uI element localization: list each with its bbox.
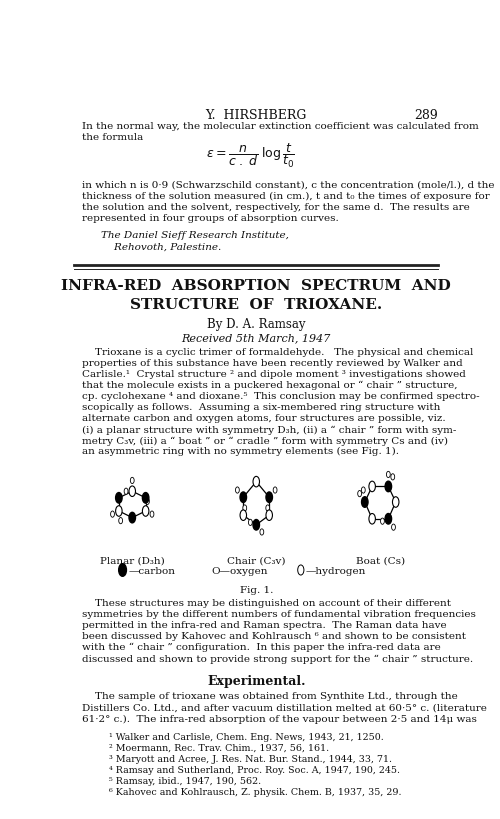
Text: discussed and shown to provide strong support for the “ chair ” structure.: discussed and shown to provide strong su… (82, 654, 473, 663)
Text: Y.  HIRSHBERG: Y. HIRSHBERG (206, 109, 307, 122)
Circle shape (150, 511, 154, 518)
Text: O—oxygen: O—oxygen (212, 568, 268, 577)
Circle shape (142, 505, 149, 516)
Text: represented in four groups of absorption curves.: represented in four groups of absorption… (82, 214, 338, 223)
Circle shape (240, 510, 246, 520)
Circle shape (129, 513, 136, 523)
Text: $\epsilon = \dfrac{n}{c\;.\;d}\;\log\dfrac{t}{t_0}$: $\epsilon = \dfrac{n}{c\;.\;d}\;\log\dfr… (206, 142, 295, 170)
Text: The Daniel Sieff Research Institute,: The Daniel Sieff Research Institute, (101, 231, 289, 240)
Circle shape (385, 481, 392, 491)
Text: 61·2° c.).  The infra-red absorption of the vapour between 2·5 and 14μ was: 61·2° c.). The infra-red absorption of t… (82, 714, 477, 723)
Text: Carlisle.¹  Crystal structure ² and dipole moment ³ investigations showed: Carlisle.¹ Crystal structure ² and dipol… (82, 370, 466, 379)
Text: metry C₃v, (iii) a “ boat ” or “ cradle ” form with symmetry Cs and (iv): metry C₃v, (iii) a “ boat ” or “ cradle … (82, 437, 448, 446)
Text: In the normal way, the molecular extinction coefficient was calculated from: In the normal way, the molecular extinct… (82, 122, 478, 131)
Circle shape (362, 497, 368, 507)
Circle shape (266, 505, 270, 511)
Text: ³ Maryott and Acree, J. Res. Nat. Bur. Stand., 1944, 33, 71.: ³ Maryott and Acree, J. Res. Nat. Bur. S… (109, 755, 392, 764)
Circle shape (248, 519, 252, 526)
Circle shape (380, 518, 384, 524)
Text: —hydrogen: —hydrogen (306, 568, 366, 577)
Circle shape (243, 505, 246, 511)
Circle shape (266, 510, 272, 520)
Circle shape (386, 472, 390, 477)
Circle shape (391, 473, 394, 480)
Text: been discussed by Kahovec and Kohlrausch ⁶ and shown to be consistent: been discussed by Kahovec and Kohlrausch… (82, 632, 466, 641)
Circle shape (260, 529, 264, 535)
Circle shape (110, 511, 114, 518)
Circle shape (369, 481, 376, 491)
Text: scopically as follows.  Assuming a six-membered ring structure with: scopically as follows. Assuming a six-me… (82, 403, 440, 412)
Text: ⁶ Kahovec and Kohlrausch, Z. physik. Chem. B, 1937, 35, 29.: ⁶ Kahovec and Kohlrausch, Z. physik. Che… (109, 788, 402, 797)
Text: Planar (D₃h): Planar (D₃h) (100, 556, 164, 565)
Circle shape (129, 486, 136, 496)
Text: Boat (Cs): Boat (Cs) (356, 556, 405, 565)
Circle shape (236, 487, 240, 493)
Text: the solution and the solvent, respectively, for the same d.  The results are: the solution and the solvent, respective… (82, 203, 469, 212)
Text: INFRA-RED  ABSORPTION  SPECTRUM  AND: INFRA-RED ABSORPTION SPECTRUM AND (62, 278, 451, 292)
Text: alternate carbon and oxygen atoms, four structures are possible, viz.: alternate carbon and oxygen atoms, four … (82, 414, 446, 423)
Text: By D. A. Ramsay: By D. A. Ramsay (207, 319, 306, 332)
Circle shape (146, 498, 150, 505)
Text: Received 5th March, 1947: Received 5th March, 1947 (182, 333, 331, 343)
Text: the formula: the formula (82, 133, 143, 143)
Circle shape (240, 492, 246, 503)
Text: ⁵ Ramsay, ibid., 1947, 190, 562.: ⁵ Ramsay, ibid., 1947, 190, 562. (109, 777, 261, 786)
Text: ⁴ Ramsay and Sutherland, Proc. Roy. Soc. A, 1947, 190, 245.: ⁴ Ramsay and Sutherland, Proc. Roy. Soc.… (109, 766, 400, 775)
Circle shape (392, 524, 396, 530)
Circle shape (273, 487, 277, 493)
Text: thickness of the solution measured (in cm.), t and t₀ the times of exposure for: thickness of the solution measured (in c… (82, 192, 490, 201)
Circle shape (124, 488, 128, 495)
Text: permitted in the infra-red and Raman spectra.  The Raman data have: permitted in the infra-red and Raman spe… (82, 621, 446, 630)
Text: an asymmetric ring with no symmetry elements (see Fig. 1).: an asymmetric ring with no symmetry elem… (82, 447, 399, 456)
Text: symmetries by the different numbers of fundamental vibration frequencies: symmetries by the different numbers of f… (82, 610, 476, 619)
Circle shape (142, 492, 149, 503)
Text: —carbon: —carbon (128, 568, 176, 577)
Text: 289: 289 (414, 109, 438, 122)
Circle shape (116, 492, 122, 503)
Text: Fig. 1.: Fig. 1. (240, 586, 273, 595)
Circle shape (362, 487, 365, 493)
Text: Distillers Co. Ltd., and after vacuum distillation melted at 60·5° c. (literatur: Distillers Co. Ltd., and after vacuum di… (82, 704, 487, 713)
Text: Chair (C₃v): Chair (C₃v) (227, 556, 286, 565)
Text: (i) a planar structure with symmetry D₃h, (ii) a “ chair ” form with sym-: (i) a planar structure with symmetry D₃h… (82, 425, 456, 435)
Circle shape (358, 491, 362, 497)
Circle shape (253, 519, 260, 530)
Text: STRUCTURE  OF  TRIOXANE.: STRUCTURE OF TRIOXANE. (130, 297, 382, 311)
Text: Experimental.: Experimental. (207, 675, 306, 688)
Circle shape (266, 492, 272, 503)
Circle shape (116, 505, 122, 516)
Text: Rehovoth, Palestine.: Rehovoth, Palestine. (101, 242, 222, 251)
Text: that the molecule exists in a puckered hexagonal or “ chair ” structure,: that the molecule exists in a puckered h… (82, 381, 458, 391)
Text: properties of this substance have been recently reviewed by Walker and: properties of this substance have been r… (82, 359, 462, 368)
Circle shape (392, 497, 399, 507)
Text: ² Moermann, Rec. Trav. Chim., 1937, 56, 161.: ² Moermann, Rec. Trav. Chim., 1937, 56, … (109, 744, 329, 753)
Circle shape (385, 514, 392, 524)
Text: The sample of trioxane was obtained from Synthite Ltd., through the: The sample of trioxane was obtained from… (82, 692, 458, 701)
Circle shape (118, 563, 126, 577)
Text: cp. cyclohexane ⁴ and dioxane.⁵  This conclusion may be confirmed spectro-: cp. cyclohexane ⁴ and dioxane.⁵ This con… (82, 392, 479, 401)
Circle shape (118, 518, 122, 523)
Circle shape (130, 477, 134, 483)
Text: ¹ Walker and Carlisle, Chem. Eng. News, 1943, 21, 1250.: ¹ Walker and Carlisle, Chem. Eng. News, … (109, 733, 384, 742)
Circle shape (253, 477, 260, 487)
Text: These structures may be distinguished on account of their different: These structures may be distinguished on… (82, 599, 451, 608)
Text: Trioxane is a cyclic trimer of formaldehyde.   The physical and chemical: Trioxane is a cyclic trimer of formaldeh… (82, 348, 473, 357)
Text: with the “ chair ” configuration.  In this paper the infra-red data are: with the “ chair ” configuration. In thi… (82, 643, 440, 653)
Text: in which n is 0·9 (Schwarzschild constant), c the concentration (mole/l.), d the: in which n is 0·9 (Schwarzschild constan… (82, 181, 494, 190)
Circle shape (369, 514, 376, 524)
Circle shape (298, 565, 304, 575)
